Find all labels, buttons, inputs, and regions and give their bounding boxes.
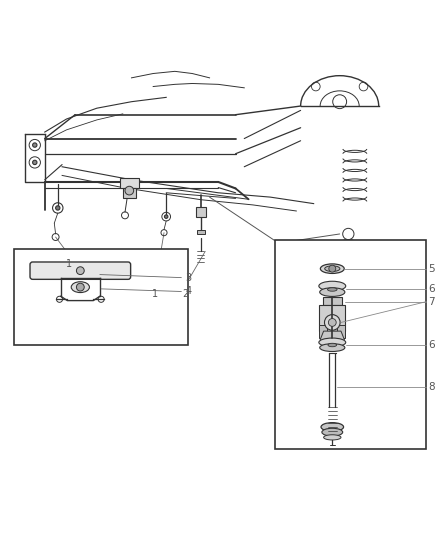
- Circle shape: [56, 206, 60, 210]
- Text: 3: 3: [186, 272, 192, 282]
- Circle shape: [325, 314, 340, 330]
- Text: 1: 1: [152, 289, 159, 299]
- Circle shape: [76, 283, 84, 291]
- Ellipse shape: [322, 429, 343, 436]
- Circle shape: [328, 319, 336, 326]
- Ellipse shape: [341, 259, 356, 264]
- Text: 8: 8: [428, 382, 435, 392]
- Text: 6: 6: [428, 340, 435, 350]
- Bar: [14, 249, 188, 344]
- Circle shape: [32, 160, 37, 165]
- Circle shape: [164, 215, 168, 219]
- Bar: [123, 189, 136, 198]
- Text: 4: 4: [186, 286, 192, 296]
- Polygon shape: [320, 331, 344, 349]
- Ellipse shape: [328, 288, 337, 291]
- Text: 6: 6: [428, 285, 435, 295]
- Text: 2: 2: [183, 289, 189, 299]
- Ellipse shape: [320, 344, 345, 351]
- FancyBboxPatch shape: [30, 262, 131, 279]
- Ellipse shape: [319, 338, 346, 347]
- Ellipse shape: [324, 435, 341, 440]
- Ellipse shape: [320, 264, 344, 273]
- Bar: [319, 325, 327, 338]
- Text: 5: 5: [428, 264, 435, 273]
- Circle shape: [329, 265, 336, 272]
- Ellipse shape: [328, 343, 337, 347]
- Ellipse shape: [321, 423, 343, 431]
- Ellipse shape: [320, 288, 345, 296]
- Bar: [197, 230, 205, 234]
- Bar: [196, 207, 206, 216]
- Bar: [338, 325, 345, 338]
- Ellipse shape: [71, 282, 89, 293]
- Text: 7: 7: [428, 297, 435, 306]
- Bar: [275, 240, 427, 449]
- Ellipse shape: [319, 281, 346, 291]
- Bar: [323, 297, 342, 305]
- Ellipse shape: [325, 266, 340, 271]
- Circle shape: [125, 186, 134, 195]
- Text: 1: 1: [66, 259, 72, 269]
- Circle shape: [76, 266, 84, 274]
- Ellipse shape: [339, 249, 357, 256]
- Bar: [319, 305, 345, 331]
- Bar: [120, 177, 139, 189]
- Circle shape: [32, 143, 37, 147]
- Ellipse shape: [341, 240, 356, 246]
